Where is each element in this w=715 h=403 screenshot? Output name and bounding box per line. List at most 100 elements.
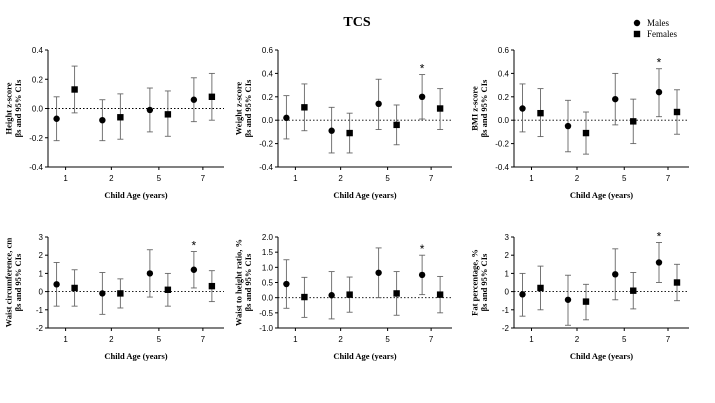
data-point-females (346, 129, 353, 137)
y-tick-label: -0.5 (259, 309, 273, 318)
y-axis-label-line: BMI z-score (469, 86, 479, 131)
x-axis-label: Child Age (years) (570, 190, 633, 200)
x-tick-label: 7 (201, 174, 206, 183)
y-tick-label: -1 (36, 306, 44, 315)
y-tick-label: -2 (36, 324, 44, 333)
y-tick-label: 0.2 (498, 93, 510, 102)
data-point-males (190, 96, 198, 103)
chart-panel-5: -1.0 -0.5 0.0 0.5 1.0 1.5 2.0 1 2 5 7 Child Age (ye… (233, 233, 452, 361)
y-axis-label-line: Height z-score (3, 82, 13, 134)
y-tick-label: 0.0 (32, 105, 44, 114)
y-tick-label: 0.4 (32, 46, 44, 55)
data-point-males (655, 88, 663, 96)
data-point-females (630, 287, 637, 294)
x-tick-label: 2 (109, 335, 114, 344)
data-point-males (612, 95, 619, 103)
data-point-males (418, 93, 426, 101)
x-tick-label: 7 (666, 335, 671, 344)
data-point-females (393, 290, 400, 297)
data-point-females (673, 279, 681, 286)
data-point-females (436, 105, 444, 112)
significance-star: * (657, 229, 662, 243)
data-point-females (673, 108, 681, 116)
y-axis-label-line: Fat percentage, % (469, 249, 479, 316)
x-tick-label: 1 (529, 335, 534, 344)
y-axis-label-line: Weight z-score (233, 82, 243, 136)
y-tick-label: 0.4 (262, 69, 274, 78)
y-tick-label: -0.2 (29, 134, 43, 143)
y-tick-label: -0.4 (259, 163, 273, 172)
data-point-males (283, 280, 290, 288)
chart-panel-3: -0.4 -0.2 0.0 0.2 0.4 0.6 1 2 5 7 Child Age (years… (469, 46, 689, 200)
data-point-males (190, 266, 198, 273)
x-tick-label: 1 (63, 174, 68, 183)
y-tick-label: -1.0 (259, 324, 273, 333)
y-axis-label: Fat percentage, %βs and 95% CIs (469, 249, 489, 316)
y-tick-label: 1 (505, 269, 510, 278)
y-tick-label: 0.6 (498, 46, 510, 55)
data-point-males (99, 117, 106, 124)
data-point-females (164, 286, 172, 293)
y-axis-label: Weight z-scoreβs and 95% CIs (233, 79, 253, 137)
x-tick-label: 2 (575, 335, 580, 344)
data-point-males (375, 269, 382, 276)
y-tick-label: -2 (502, 324, 510, 333)
x-tick-label: 5 (157, 335, 162, 344)
data-point-males (519, 291, 526, 298)
data-point-females (208, 282, 216, 290)
x-axis-label: Child Age (years) (333, 190, 396, 200)
data-point-males (328, 292, 335, 299)
y-tick-label: -0.2 (259, 140, 273, 149)
data-point-males (146, 270, 154, 277)
y-axis-label-line: Waist circumference, cm (3, 238, 13, 328)
y-axis-label: Height z-scoreβs and 95% CIs (3, 79, 23, 137)
x-tick-label: 5 (157, 174, 162, 183)
data-point-males (375, 100, 382, 108)
data-point-females (164, 111, 172, 118)
data-point-males (53, 281, 60, 288)
x-tick-label: 7 (429, 174, 434, 183)
y-tick-label: 1.0 (262, 263, 274, 272)
data-point-females (393, 121, 400, 129)
significance-star: * (420, 62, 425, 76)
x-axis-label: Child Age (years) (104, 190, 167, 200)
y-tick-label: -1 (502, 306, 510, 315)
data-point-females (537, 284, 544, 292)
significance-star: * (420, 242, 425, 256)
y-tick-label: 0.2 (262, 93, 274, 102)
legend-marker-females (633, 30, 641, 38)
data-point-females (301, 104, 308, 111)
x-tick-label: 7 (201, 335, 206, 344)
y-tick-label: 0 (39, 288, 44, 297)
y-tick-label: 1.5 (262, 248, 274, 257)
y-axis-label: Waist to height ratio, %βs and 95% CIs (233, 239, 253, 326)
significance-star: * (657, 56, 662, 70)
data-point-males (418, 271, 426, 279)
x-tick-label: 5 (622, 335, 627, 344)
x-tick-label: 2 (575, 174, 580, 183)
y-axis-label-line: βs and 95% CIs (479, 79, 489, 137)
y-tick-label: 0.0 (262, 294, 274, 303)
figure-title: TCS (343, 15, 370, 30)
x-tick-label: 5 (385, 174, 390, 183)
data-point-males (146, 106, 154, 114)
data-point-females (301, 293, 308, 301)
y-tick-label: 0.4 (498, 69, 510, 78)
data-point-females (117, 114, 124, 121)
chart-panel-6: -2 -1 0 1 2 3 1 2 5 7 Child Age (years) Fat percent… (469, 229, 689, 361)
y-axis-label-line: βs and 95% CIs (479, 253, 489, 311)
x-tick-label: 1 (63, 335, 68, 344)
data-point-males (564, 296, 572, 303)
data-point-females (582, 129, 590, 137)
chart-panels: -0.4 -0.2 0.0 0.2 0.4 1 2 5 7 Child Age (years) He… (3, 46, 689, 361)
y-tick-label: 2 (505, 251, 510, 260)
legend-label-males: Males (647, 18, 669, 28)
y-axis-label: BMI z-scoreβs and 95% CIs (469, 79, 489, 137)
y-tick-label: 0 (505, 288, 510, 297)
y-tick-label: 2 (39, 251, 44, 260)
y-tick-label: 0.0 (498, 116, 510, 125)
data-point-females (71, 284, 78, 292)
y-tick-label: -0.4 (29, 163, 43, 172)
legend-marker-males (633, 19, 641, 27)
